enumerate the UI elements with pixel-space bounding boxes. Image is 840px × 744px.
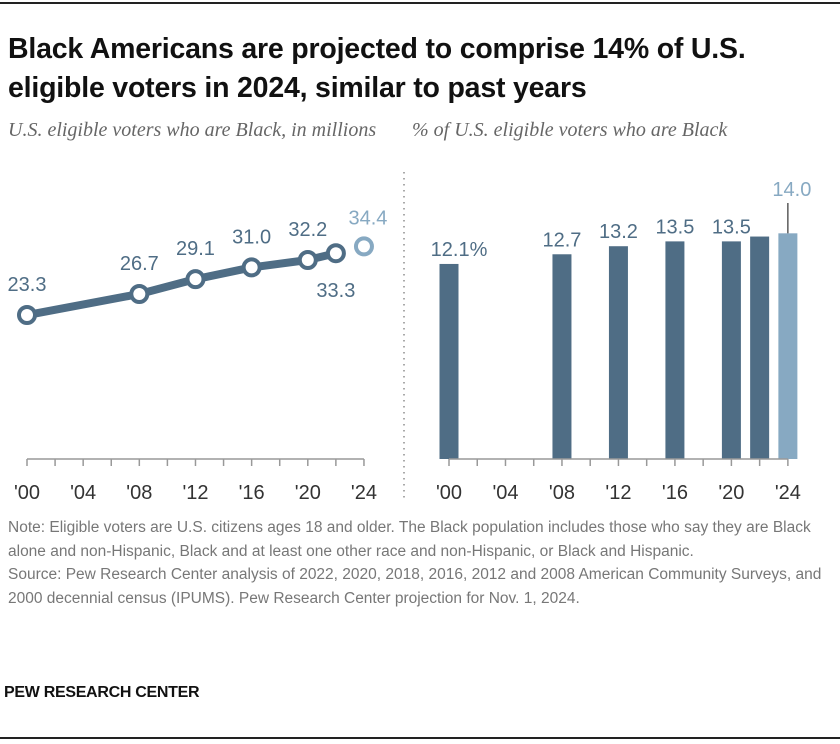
bar: [721, 241, 741, 459]
data-label: 32.2: [288, 219, 327, 241]
x-tick-label: '24: [351, 482, 377, 504]
data-label: 23.3: [8, 274, 47, 296]
series-line: [26, 249, 337, 319]
data-point: [17, 305, 37, 326]
data-point: [297, 250, 318, 271]
x-tick-label: '24: [775, 482, 801, 504]
x-tick-label: '08: [126, 482, 152, 504]
right-chart-subtitle: % of U.S. eligible voters who are Black: [412, 119, 728, 141]
data-point: [353, 236, 374, 257]
bar-label: 12.7: [542, 229, 581, 251]
bar: [552, 254, 572, 459]
x-tick-label: '04: [492, 482, 518, 504]
chart-title: Black Americans are projected to compris…: [8, 33, 746, 104]
x-tick-label: '16: [239, 482, 265, 504]
bar-label: 13.5: [655, 216, 694, 238]
top-rule: [0, 2, 840, 4]
x-tick-label: '08: [549, 482, 575, 504]
data-label: 33.3: [316, 280, 355, 302]
data-label: 34.4: [348, 207, 387, 229]
charts: '00 '04 '08 '12 '16 '20 '24 23.3 26.7 29.1 31.0 32.…: [8, 172, 811, 504]
bottom-rule: [0, 737, 840, 739]
x-tick-label: '00: [436, 482, 462, 504]
data-point: [325, 243, 346, 264]
data-label: 26.7: [120, 253, 159, 275]
x-tick-label: '20: [295, 482, 321, 504]
bar-label: 12.1%: [431, 239, 488, 261]
bar: [750, 236, 770, 459]
x-tick-label: '04: [70, 482, 96, 504]
bar: [665, 241, 685, 459]
x-tick-label: '12: [605, 482, 631, 504]
x-tick-label: '12: [182, 482, 208, 504]
bar-label: 14.0: [772, 179, 811, 201]
bar: [778, 233, 798, 459]
notes: Note: Eligible voters are U.S. citizens …: [8, 516, 828, 610]
bar: [608, 246, 628, 459]
data-point: [185, 269, 206, 290]
note-text: Note: Eligible voters are U.S. citizens …: [8, 519, 811, 560]
data-label: 31.0: [232, 226, 271, 248]
data-point: [241, 257, 262, 278]
bar-label: 13.2: [599, 221, 638, 243]
bar-label: 13.5: [712, 216, 751, 238]
left-chart-subtitle: U.S. eligible voters who are Black, in m…: [8, 119, 377, 141]
source-text: Source: Pew Research Center analysis of …: [8, 566, 822, 607]
x-tick-label: '16: [662, 482, 688, 504]
data-point: [129, 283, 150, 304]
bar: [439, 263, 459, 459]
x-tick-label: '00: [14, 482, 40, 504]
data-label: 29.1: [176, 238, 215, 260]
x-tick-label: '20: [718, 482, 744, 504]
pew-logo: PEW RESEARCH CENTER: [4, 684, 200, 701]
